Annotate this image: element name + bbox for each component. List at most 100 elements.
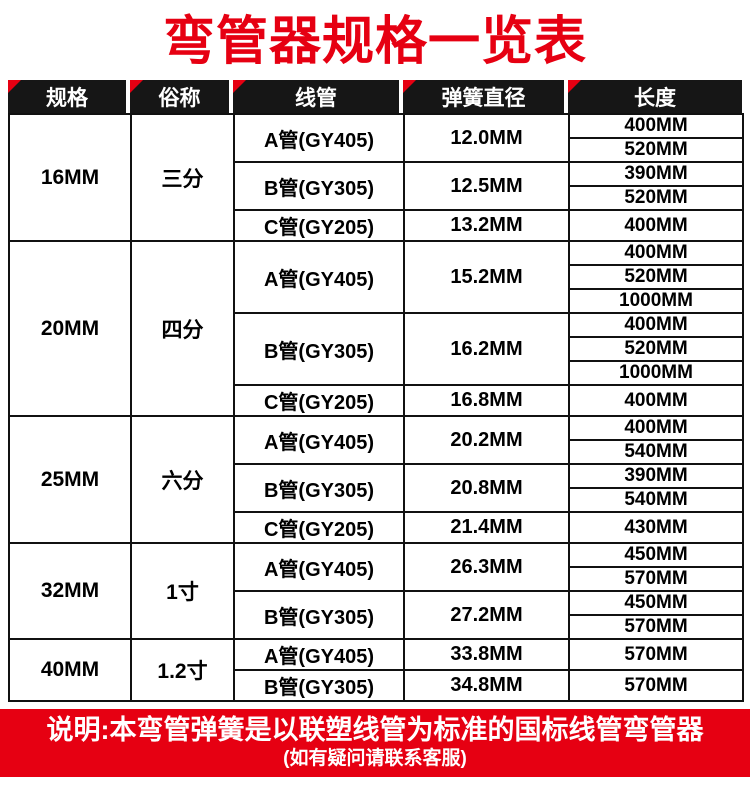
header-cell-diameter: 弹簧直径 [403, 80, 568, 113]
table-row: 570MM [9, 614, 744, 640]
table-row: 570MM [9, 566, 744, 592]
length-cell: 520MM [568, 137, 744, 163]
spec-cell: 20MM [8, 240, 132, 417]
table-row: 520MM [9, 264, 744, 290]
diameter-cell: 26.3MM [403, 542, 570, 592]
table-row: B管(GY305) 16.2MM 400MM [9, 312, 744, 386]
table-header-row: 规格 俗称 线管 弹簧直径 长度 [8, 80, 742, 113]
table-row: 40MM 1.2寸 A管(GY405) 33.8MM 570MM [8, 638, 744, 702]
table-row: 25MM 六分 A管(GY405) 20.2MM 400MM [8, 415, 744, 544]
header-cell-length: 长度 [568, 80, 742, 113]
diameter-cell: 16.2MM [403, 312, 570, 386]
alias-cell: 三分 [130, 113, 235, 242]
header-cell-pipe: 线管 [233, 80, 403, 113]
corner-accent-icon [8, 80, 21, 93]
corner-accent-icon [130, 80, 143, 93]
note-line-2: (如有疑问请联系客服) [283, 748, 467, 769]
spec-cell: 16MM [8, 113, 132, 242]
table-row: 20MM 四分 A管(GY405) 15.2MM 400MM [8, 240, 744, 417]
diameter-cell: 15.2MM [403, 240, 570, 314]
length-cell: 520MM [568, 336, 744, 362]
pipe-cell: A管(GY405) [233, 542, 405, 592]
length-cell: 400MM [568, 113, 744, 139]
table-row: 540MM [9, 439, 744, 465]
header-label: 俗称 [158, 86, 201, 110]
diameter-cell: 27.2MM [403, 590, 570, 640]
length-cell: 390MM [568, 463, 744, 489]
length-cell: 400MM [568, 209, 744, 242]
spec-cell: 25MM [8, 415, 132, 544]
diameter-cell: 12.0MM [403, 113, 570, 163]
pipe-cell: A管(GY405) [233, 415, 405, 465]
length-cell: 570MM [568, 669, 744, 702]
note-line-1: 说明:本弯管弹簧是以联塑线管为标准的国标线管弯管器 [46, 715, 704, 745]
spec-table-wrap: 规格 俗称 线管 弹簧直径 长度 [8, 80, 744, 702]
header-label: 弹簧直径 [441, 86, 526, 110]
length-cell: 520MM [568, 185, 744, 211]
header-cell-spec: 规格 [8, 80, 130, 113]
table-row: 520MM [9, 185, 744, 211]
pipe-cell: B管(GY305) [233, 463, 405, 513]
table-row: 1000MM [9, 288, 744, 314]
table-row: 16MM 三分 A管(GY405) 12.0MM 400MM [8, 113, 744, 242]
length-cell: 400MM [568, 240, 744, 266]
header-label: 线管 [295, 86, 337, 110]
alias-cell: 六分 [130, 415, 235, 544]
length-cell: 450MM [568, 542, 744, 568]
length-cell: 540MM [568, 487, 744, 513]
spec-cell: 40MM [8, 638, 132, 702]
pipe-cell: C管(GY205) [233, 209, 405, 242]
alias-cell: 1.2寸 [130, 638, 235, 702]
table-row: 520MM [9, 137, 744, 163]
length-cell: 450MM [568, 590, 744, 616]
length-cell: 400MM [568, 384, 744, 417]
pipe-cell: A管(GY405) [233, 113, 405, 163]
table-row: B管(GY305) 27.2MM 450MM [9, 590, 744, 640]
header-cell-alias: 俗称 [130, 80, 233, 113]
length-cell: 1000MM [568, 288, 744, 314]
pipe-cell: A管(GY405) [233, 240, 405, 314]
length-cell: 430MM [568, 511, 744, 544]
table-row: C管(GY205) 21.4MM 430MM [9, 511, 744, 544]
pipe-cell: B管(GY305) [233, 669, 405, 702]
diameter-cell: 20.2MM [403, 415, 570, 465]
diameter-cell: 16.8MM [403, 384, 570, 417]
header-label: 长度 [634, 86, 676, 110]
corner-accent-icon [568, 80, 581, 93]
table-row: 520MM [9, 336, 744, 362]
diameter-cell: 21.4MM [403, 511, 570, 544]
length-cell: 570MM [568, 638, 744, 671]
table-row: 1000MM [9, 360, 744, 386]
table-row: 32MM 1寸 A管(GY405) 26.3MM 450MM [8, 542, 744, 640]
corner-accent-icon [233, 80, 246, 93]
table-row: B管(GY305) 12.5MM 390MM [9, 161, 744, 211]
table-row: C管(GY205) 13.2MM 400MM [9, 209, 744, 242]
spec-cell: 32MM [8, 542, 132, 640]
pipe-cell: C管(GY205) [233, 384, 405, 417]
length-cell: 1000MM [568, 360, 744, 386]
length-cell: 570MM [568, 566, 744, 592]
spec-table: 16MM 三分 A管(GY405) 12.0MM 400MM 520MM B管(… [8, 113, 744, 702]
corner-accent-icon [403, 80, 416, 93]
length-cell: 390MM [568, 161, 744, 187]
table-row: B管(GY305) 34.8MM 570MM [9, 669, 744, 702]
pipe-cell: A管(GY405) [233, 638, 405, 671]
length-cell: 400MM [568, 415, 744, 441]
page-title: 弯管器规格一览表 [162, 13, 587, 71]
diameter-cell: 33.8MM [403, 638, 570, 671]
diameter-cell: 12.5MM [403, 161, 570, 211]
length-cell: 540MM [568, 439, 744, 465]
pipe-cell: C管(GY205) [233, 511, 405, 544]
diameter-cell: 13.2MM [403, 209, 570, 242]
note-banner: 说明:本弯管弹簧是以联塑线管为标准的国标线管弯管器 (如有疑问请联系客服) [0, 709, 750, 777]
length-cell: 520MM [568, 264, 744, 290]
diameter-cell: 34.8MM [403, 669, 570, 702]
pipe-cell: B管(GY305) [233, 590, 405, 640]
diameter-cell: 20.8MM [403, 463, 570, 513]
alias-cell: 四分 [130, 240, 235, 417]
table-row: 540MM [9, 487, 744, 513]
pipe-cell: B管(GY305) [233, 312, 405, 386]
table-row: C管(GY205) 16.8MM 400MM [9, 384, 744, 417]
table-row: B管(GY305) 20.8MM 390MM [9, 463, 744, 513]
